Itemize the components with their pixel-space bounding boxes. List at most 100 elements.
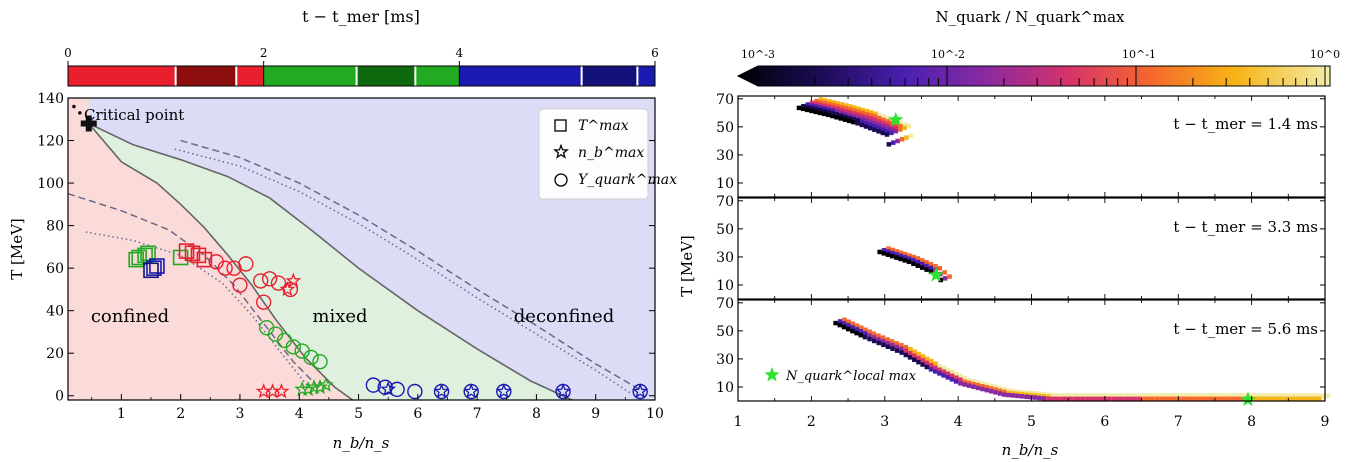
panel-time-label-2: t − t_mer = 5.6 ms bbox=[1173, 320, 1318, 338]
left-colorbar-segment-3 bbox=[263, 66, 357, 86]
heatmap-cell bbox=[908, 346, 913, 352]
heatmap-cell bbox=[988, 383, 994, 388]
heatmap-cell bbox=[881, 248, 887, 253]
heatmap-cell bbox=[805, 104, 810, 110]
heatmap-cell bbox=[835, 103, 840, 109]
heatmap-cell bbox=[1269, 396, 1274, 402]
heatmap-cell bbox=[908, 133, 914, 139]
heatmap-cell bbox=[813, 104, 819, 109]
circle-marker-4 bbox=[253, 273, 269, 289]
heatmap-cell bbox=[854, 330, 859, 336]
heatmap-cell bbox=[903, 348, 909, 354]
heatmap-cell bbox=[1041, 396, 1047, 401]
heatmap-cell bbox=[924, 364, 930, 370]
heatmap-cell bbox=[1176, 396, 1182, 402]
heatmap-cell bbox=[902, 251, 908, 257]
left-colorbar-ticks: 0 2 4 6 bbox=[64, 46, 659, 86]
heatmap-cell bbox=[1115, 396, 1121, 402]
heatmap-cell bbox=[938, 277, 944, 283]
heatmap-cell bbox=[876, 129, 881, 134]
heatmap-cell bbox=[971, 384, 976, 390]
heatmap-cell bbox=[890, 247, 895, 253]
heatmap-cell bbox=[1037, 395, 1042, 401]
heatmap-cell bbox=[962, 375, 968, 381]
heatmap-cell bbox=[864, 117, 869, 123]
heatmap-cell bbox=[894, 252, 899, 257]
square-marker-5 bbox=[149, 258, 165, 274]
heatmap-cell bbox=[1234, 396, 1239, 402]
heatmap-cell bbox=[993, 384, 998, 390]
right-y-tick-0-0: 10 bbox=[716, 176, 734, 192]
heatmap-cell bbox=[890, 346, 895, 351]
left-x-tick-4: 5 bbox=[354, 406, 363, 422]
heatmap-cell bbox=[858, 325, 864, 330]
heatmap-cell bbox=[851, 116, 856, 122]
region-label-confined: confined bbox=[91, 306, 169, 327]
heatmap-cell bbox=[894, 249, 900, 254]
heatmap-cell bbox=[1295, 396, 1300, 402]
right-y-axis-label: T [MeV] bbox=[678, 235, 696, 297]
circle-marker-21 bbox=[433, 383, 450, 400]
heatmap-cell bbox=[834, 115, 839, 120]
right-colorbar-tick-3: 10^0 bbox=[1310, 48, 1340, 61]
heatmap-cell bbox=[902, 125, 907, 131]
right-x-tick-6: 7 bbox=[1174, 414, 1183, 430]
heatmap-cell bbox=[837, 319, 843, 324]
heatmap-cell bbox=[1002, 389, 1007, 395]
heatmap-cell bbox=[845, 326, 851, 332]
heatmap-cell bbox=[941, 365, 947, 371]
circle-marker-9 bbox=[255, 294, 272, 310]
heatmap-cell bbox=[876, 122, 882, 127]
heatmap-cell bbox=[864, 111, 870, 117]
heatmap-cell bbox=[841, 321, 847, 326]
heatmap-cell bbox=[993, 390, 998, 395]
legend-nbmax-label: n_b^max bbox=[578, 145, 644, 161]
heatmap-cell bbox=[912, 357, 917, 363]
heatmap-cell bbox=[821, 111, 827, 117]
left-x-axis-label: n_b/n_s bbox=[333, 434, 390, 452]
heatmap-cell bbox=[1273, 396, 1278, 402]
right-y-tick-2-2: 50 bbox=[716, 324, 734, 340]
heatmap-cell bbox=[885, 337, 890, 342]
heatmap-cell bbox=[850, 328, 855, 334]
heatmap-cell bbox=[838, 113, 844, 118]
heatmap-cell bbox=[1207, 396, 1213, 402]
star-marker-14 bbox=[555, 383, 572, 399]
heatmap-cell bbox=[912, 353, 917, 358]
right-y-tick-1-3: 70 bbox=[716, 194, 734, 210]
left-x-tick-0: 1 bbox=[117, 406, 126, 422]
region-label-mixed: mixed bbox=[312, 306, 367, 327]
critical-point-label: Critical point bbox=[84, 106, 184, 124]
heatmap-cell bbox=[933, 361, 938, 366]
heatmap-cell bbox=[971, 381, 976, 387]
heatmap-cell bbox=[911, 261, 916, 266]
critical-point-marker bbox=[72, 104, 97, 132]
heatmap-cell bbox=[1264, 396, 1270, 402]
heatmap-cell bbox=[1085, 396, 1090, 402]
right-x-tick-7: 8 bbox=[1247, 414, 1256, 430]
heatmap-cell bbox=[822, 98, 828, 103]
heatmap-cell bbox=[818, 102, 823, 108]
heatmap-cell bbox=[1185, 396, 1191, 402]
heatmap-cell bbox=[872, 117, 878, 123]
heatmap-cell bbox=[958, 377, 963, 382]
heatmap-cell bbox=[876, 333, 881, 338]
heatmap-cell bbox=[997, 391, 1003, 396]
heatmap-cell bbox=[855, 121, 860, 126]
heatmap-cell bbox=[893, 125, 899, 131]
heatmap-cell bbox=[867, 125, 873, 131]
star-marker-2 bbox=[273, 383, 290, 399]
heatmap-cell bbox=[885, 252, 891, 258]
left-x-tick-6: 7 bbox=[473, 406, 482, 422]
heatmap-cell bbox=[864, 109, 870, 114]
heatmap-cell bbox=[980, 386, 985, 392]
heatmap-cell bbox=[822, 106, 827, 111]
heatmap-cell bbox=[839, 102, 845, 107]
heatmap-cell bbox=[937, 265, 943, 271]
heatmap-cell bbox=[980, 381, 985, 386]
heatmap-cell bbox=[1220, 396, 1226, 402]
heatmap-cell bbox=[928, 265, 934, 271]
left-y-tick-3: 60 bbox=[46, 261, 64, 277]
left-colorbar-segment-2 bbox=[236, 66, 264, 86]
heatmap-cell bbox=[881, 114, 887, 119]
